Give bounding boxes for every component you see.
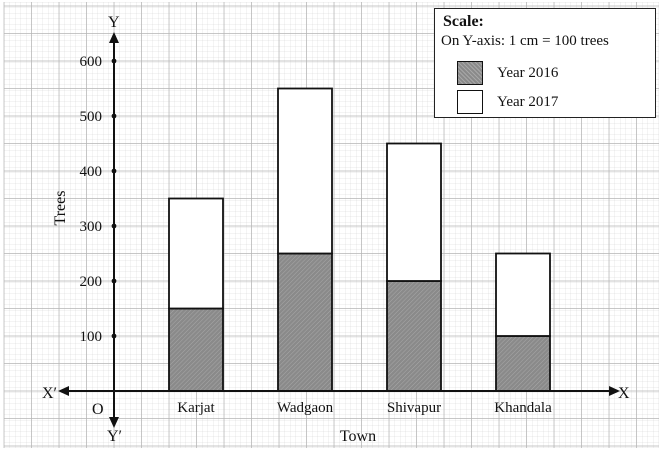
y-tick-mark-400 bbox=[111, 168, 117, 174]
x-neg-axis-marker: X′ bbox=[42, 385, 57, 402]
x-axis-marker: X bbox=[618, 385, 630, 402]
y-tick-mark-100 bbox=[111, 333, 117, 339]
legend-label-2017: Year 2017 bbox=[497, 93, 559, 110]
x-axis-arrow-right bbox=[609, 386, 620, 396]
bar-wadgaon-year-2016 bbox=[277, 252, 333, 392]
labels: Karjat Wadgaon Shivapur Khandala 100 200 300 40… bbox=[42, 14, 630, 445]
bars bbox=[168, 87, 551, 392]
x-axis-label: Town bbox=[340, 428, 376, 445]
legend-title: Scale: bbox=[443, 13, 484, 30]
y-tick-mark-200 bbox=[111, 278, 117, 284]
y-axis-marker: Y bbox=[108, 14, 120, 31]
legend-swatch-2017 bbox=[457, 90, 483, 114]
y-axis-label: Trees bbox=[52, 191, 69, 226]
y-tick-mark-600 bbox=[111, 58, 117, 64]
axes bbox=[58, 32, 620, 428]
x-axis-arrow-left bbox=[58, 386, 69, 396]
y-tick-label-500: 500 bbox=[80, 109, 103, 125]
bar-shivapur-year-2016 bbox=[386, 280, 442, 392]
y-axis-arrow-down bbox=[109, 417, 119, 428]
origin-label: O bbox=[92, 401, 104, 418]
bar-khandala-year-2016 bbox=[495, 335, 551, 392]
x-tick-label-shivapur: Shivapur bbox=[387, 400, 441, 416]
x-tick-label-karjat: Karjat bbox=[177, 400, 215, 416]
y-axis-arrow-up bbox=[109, 32, 119, 43]
legend-scale-text: On Y-axis: 1 cm = 100 trees bbox=[441, 33, 609, 49]
bar-karjat-year-2016 bbox=[168, 307, 224, 392]
bar-shivapur-year-2017 bbox=[386, 142, 442, 282]
legend-item-2016: Year 2016 bbox=[457, 59, 558, 87]
bar-karjat-year-2017 bbox=[168, 197, 224, 310]
y-tick-label-600: 600 bbox=[80, 54, 103, 70]
y-tick-mark-500 bbox=[111, 113, 117, 119]
y-tick-label-200: 200 bbox=[80, 274, 103, 290]
x-tick-label-wadgaon: Wadgaon bbox=[277, 400, 334, 416]
legend: Scale: On Y-axis: 1 cm = 100 trees Year … bbox=[434, 8, 656, 118]
y-neg-axis-marker: Y′ bbox=[107, 428, 122, 445]
x-tick-label-khandala: Khandala bbox=[494, 400, 552, 416]
bar-khandala-year-2017 bbox=[495, 252, 551, 337]
legend-label-2016: Year 2016 bbox=[497, 64, 559, 81]
y-tick-label-300: 300 bbox=[80, 219, 103, 235]
legend-swatch-2016 bbox=[457, 61, 483, 85]
legend-item-2017: Year 2017 bbox=[457, 88, 558, 116]
bar-wadgaon-year-2017 bbox=[277, 87, 333, 255]
y-tick-mark-300 bbox=[111, 223, 117, 229]
y-tick-label-400: 400 bbox=[80, 164, 103, 180]
y-tick-label-100: 100 bbox=[80, 329, 103, 345]
